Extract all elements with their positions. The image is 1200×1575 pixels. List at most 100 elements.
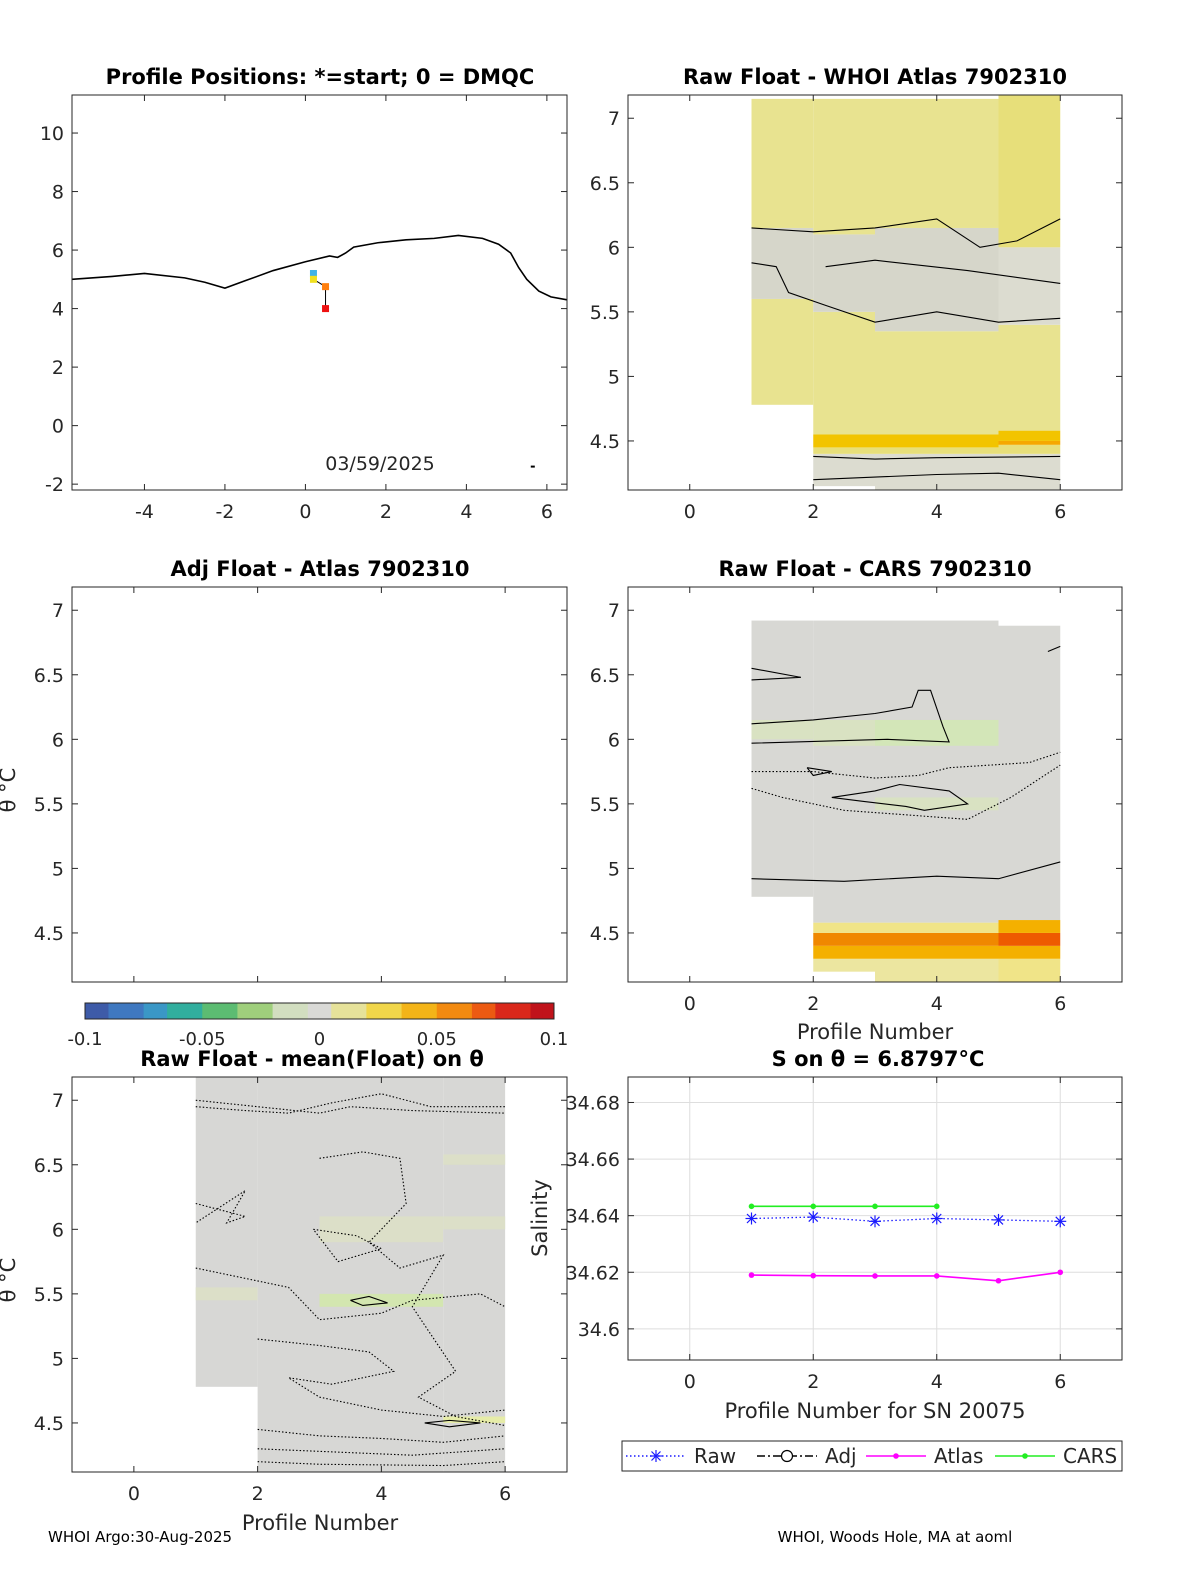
- colorbar-swatch: [331, 1003, 344, 1019]
- positions-plot: -4 -2 0 2 4 6 -2 0 2 4 6 8 10: [40, 94, 568, 523]
- anom-cell: [443, 1154, 506, 1165]
- colorbar-swatch: [389, 1003, 403, 1019]
- anom-ytick-label: 5.5: [34, 1284, 64, 1306]
- atlas-cell: [998, 430, 1061, 441]
- footer-left: WHOI Argo:30-Aug-2025: [48, 1528, 232, 1546]
- adj-ytick-label: 4.5: [34, 923, 64, 945]
- cars-xtick-label: 4: [931, 993, 943, 1015]
- colorbar-tick-label: 0: [314, 1029, 325, 1050]
- series-point-cars: [810, 1203, 817, 1210]
- anom-contour: [312, 1228, 383, 1263]
- cars-ytick-label: 5: [608, 858, 620, 880]
- anom-contour: [350, 1295, 388, 1307]
- anom-cell: [443, 1216, 506, 1230]
- positions-frame: [71, 94, 568, 491]
- anom-plot: 0 2 4 6 4.5 5 5.5 6 6.5 7: [34, 1076, 568, 1505]
- atlas-cell: [751, 227, 814, 299]
- cars-cell: [998, 958, 1061, 982]
- salinity-ytick-label: 34.68: [566, 1092, 620, 1114]
- atlas-xtick-label: 0: [684, 501, 696, 523]
- salinity-ylabel: Salinity: [528, 1179, 552, 1257]
- adj-ytick-label: 7: [52, 600, 64, 622]
- atlas-cell: [875, 453, 999, 490]
- atlas-contour: [751, 218, 1061, 248]
- cars-ytick-label: 5.5: [590, 794, 620, 816]
- adj-frame: [71, 586, 568, 983]
- cars-ytick-label: 7: [608, 600, 620, 622]
- atlas-contour: [751, 262, 1061, 323]
- salinity-xtick-label: 4: [931, 1371, 943, 1393]
- colorbar-swatch: [225, 1003, 238, 1019]
- profile-point: [309, 275, 317, 283]
- positions-ytick-label: -2: [45, 474, 64, 496]
- cars-ytick-label: 4.5: [590, 923, 620, 945]
- salinity-ytick-label: 34.62: [566, 1262, 620, 1284]
- anom-contour: [195, 1093, 506, 1114]
- positions-xtick-label: 0: [299, 501, 311, 523]
- salinity-frame: [627, 1076, 1123, 1361]
- atlas-ytick-label: 7: [608, 108, 620, 130]
- salinity-plot: 0 2 4 6 34.6 34.62 34.64 34.66 34.68: [566, 1076, 1123, 1393]
- cars-cell: [813, 620, 875, 923]
- atlas-contour: [813, 455, 1061, 460]
- atlas-cell: [875, 98, 999, 228]
- atlas-cell: [813, 447, 875, 454]
- colorbar-swatch: [366, 1003, 379, 1019]
- cars-xtick-label: 2: [807, 993, 819, 1015]
- colorbar-swatch: [495, 1003, 508, 1019]
- positions-ytick-label: 4: [52, 299, 64, 321]
- colorbar-swatch: [272, 1003, 285, 1019]
- series-point-raw: [869, 1215, 881, 1228]
- positions-title: Profile Positions: *=start; 0 = DMQC: [106, 65, 535, 89]
- colorbar-swatch: [108, 1003, 121, 1019]
- colorbar-swatch: [378, 1003, 391, 1019]
- anom-ytick-label: 7: [52, 1090, 64, 1112]
- adj-plot: 4.5 5 5.5 6 6.5 7: [34, 586, 568, 983]
- atlas-cell: [998, 444, 1061, 454]
- colorbar-swatch: [237, 1003, 250, 1019]
- colorbar-tick-label: -0.1: [67, 1029, 102, 1050]
- colorbar-swatch: [530, 1003, 543, 1019]
- atlas-xtick-label: 2: [807, 501, 819, 523]
- cars-contour: [751, 667, 801, 681]
- cars-xtick-label: 6: [1054, 993, 1066, 1015]
- cars-cell: [998, 625, 1061, 921]
- cars-cell: [813, 932, 875, 946]
- cars-cell: [875, 932, 999, 946]
- anom-ytick-label: 4.5: [34, 1413, 64, 1435]
- anom-contour: [319, 1151, 506, 1427]
- cars-cell: [751, 620, 814, 897]
- series-point-atlas: [748, 1272, 755, 1278]
- profile-point: [309, 269, 317, 277]
- adj-title: Adj Float - Atlas 7902310: [170, 557, 469, 581]
- salinity-title: S on θ = 6.8797°C: [772, 1047, 985, 1071]
- atlas-ytick-label: 6: [608, 237, 620, 259]
- series-line-raw: [751, 1216, 1061, 1222]
- atlas-cell: [875, 434, 999, 448]
- atlas-cell: [813, 311, 875, 435]
- cars-contour: [831, 783, 970, 811]
- atlas-contour: [825, 259, 1061, 285]
- positions-ytick-label: 0: [52, 416, 64, 438]
- anom-contour: [257, 1461, 506, 1467]
- profile-point: [322, 305, 330, 313]
- anom-cell: [443, 1077, 506, 1472]
- colorbar-swatch: [342, 1003, 356, 1019]
- colorbar-swatch: [354, 1003, 367, 1019]
- cars-cell: [875, 958, 999, 982]
- colorbar-swatch: [448, 1003, 461, 1019]
- colorbar-swatch: [284, 1003, 297, 1019]
- anom-title: Raw Float - mean(Float) on θ: [140, 1047, 484, 1071]
- series-point-atlas: [995, 1277, 1002, 1284]
- atlas-contour: [813, 472, 1061, 481]
- series-point-cars: [872, 1203, 878, 1210]
- atlas-ytick-label: 5.5: [590, 302, 620, 324]
- atlas-cell: [875, 447, 999, 454]
- positions-date: 03/59/2025: [325, 453, 435, 475]
- anom-xtick-label: 4: [375, 1483, 387, 1505]
- colorbar-swatch: [319, 1003, 332, 1019]
- atlas-cell: [875, 331, 999, 435]
- anom-xtick-label: 6: [499, 1483, 511, 1505]
- atlas-frame: [627, 94, 1123, 491]
